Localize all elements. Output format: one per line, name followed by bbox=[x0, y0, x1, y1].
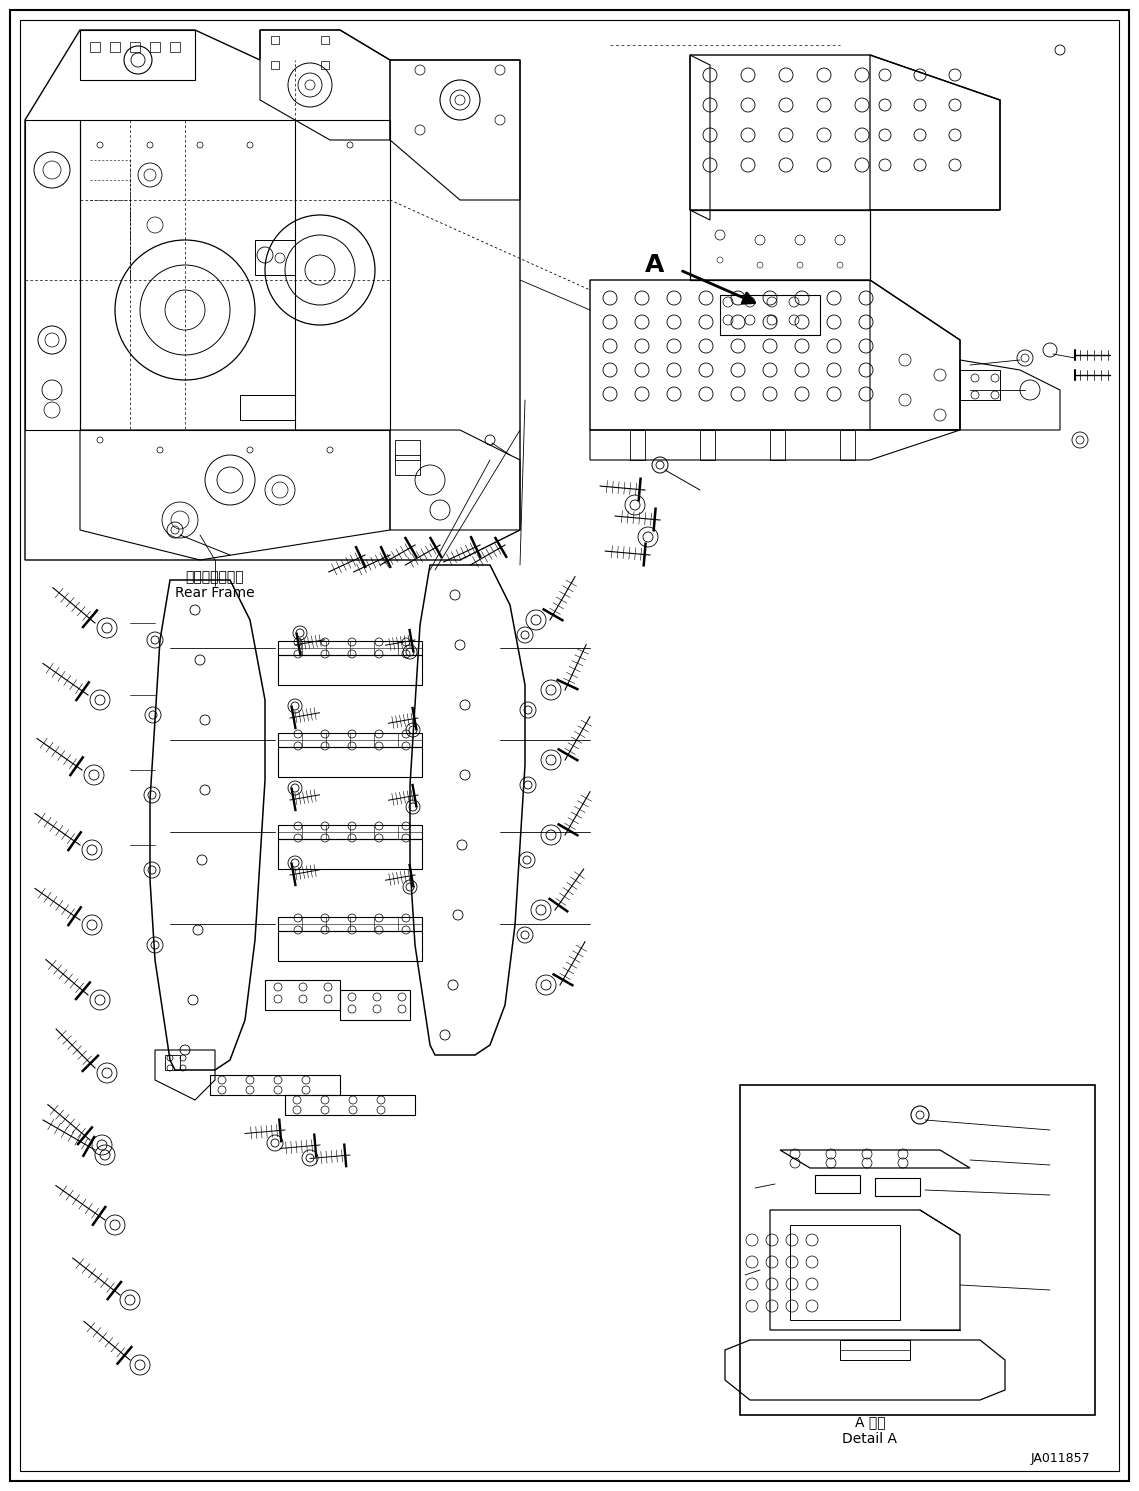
Bar bbox=[271, 61, 279, 69]
Bar bbox=[90, 42, 100, 52]
Bar bbox=[271, 36, 279, 45]
Bar bbox=[700, 429, 715, 461]
Bar bbox=[321, 36, 329, 45]
Bar bbox=[395, 440, 420, 461]
Text: A 詳細: A 詳細 bbox=[854, 1415, 885, 1428]
Bar bbox=[150, 42, 159, 52]
Text: A: A bbox=[646, 253, 665, 277]
Bar bbox=[170, 42, 180, 52]
Bar bbox=[395, 455, 420, 476]
Bar bbox=[740, 1085, 1095, 1415]
Bar bbox=[255, 240, 295, 274]
Bar bbox=[839, 429, 855, 461]
Bar bbox=[110, 42, 120, 52]
Bar bbox=[321, 61, 329, 69]
Text: リヤーフレーム: リヤーフレーム bbox=[186, 570, 244, 584]
Text: Detail A: Detail A bbox=[843, 1431, 898, 1446]
Text: Rear Frame: Rear Frame bbox=[175, 586, 255, 599]
Text: JA011857: JA011857 bbox=[1031, 1452, 1090, 1466]
Bar bbox=[960, 370, 1000, 400]
Bar bbox=[130, 42, 140, 52]
Bar bbox=[165, 1056, 180, 1071]
Bar bbox=[630, 429, 645, 461]
Bar bbox=[770, 429, 785, 461]
